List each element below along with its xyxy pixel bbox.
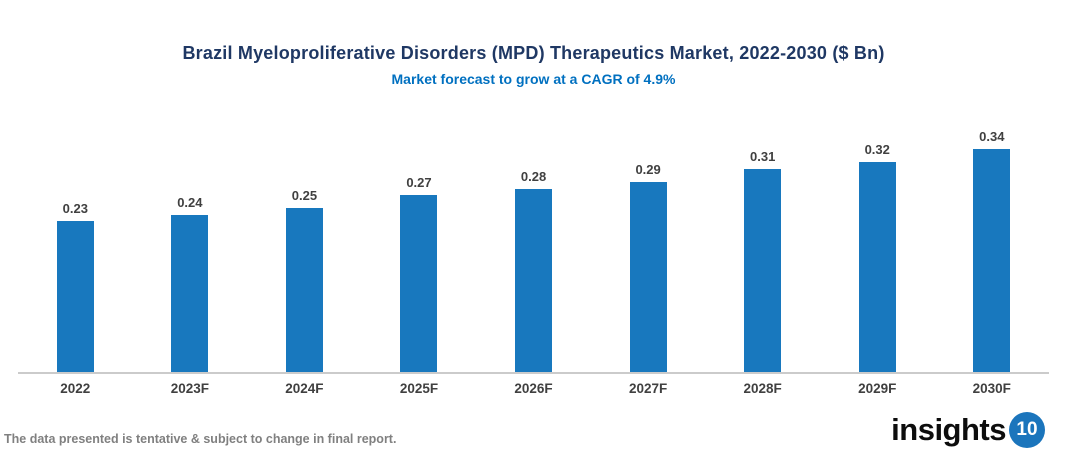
bar-column: 0.31 [705,149,820,372]
x-tick-label: 2022 [60,381,91,396]
bar [629,182,667,372]
x-axis-line [18,372,1049,374]
bars-area: 0.23 0.24 0.25 0.27 0.28 0.29 0.31 0.32 0.34 [18,88,1049,372]
x-tick-label: 2030F [972,381,1011,396]
bar-column: 0.23 [18,201,133,372]
chart-footer: The data presented is tentative & subjec… [0,400,1067,454]
footer-note: The data presented is tentative & subjec… [4,432,397,446]
value-label: 0.28 [520,169,547,184]
bar-column: 0.28 [476,169,591,372]
bar-column: 0.27 [362,175,477,372]
x-tick-label: 2026F [514,381,553,396]
chart-subtitle: Market forecast to grow at a CAGR of 4.9… [391,71,676,87]
chart-header: Brazil Myeloproliferative Disorders (MPD… [0,0,1067,88]
bar [56,221,94,372]
value-label: 0.24 [177,195,203,210]
chart-title: Brazil Myeloproliferative Disorders (MPD… [182,43,885,63]
insights10-logo: insights 10 [891,412,1045,448]
bar-column: 0.24 [133,195,248,372]
bar [400,195,438,372]
bar [973,149,1011,372]
bar [515,189,553,372]
value-label: 0.34 [979,129,1005,144]
x-tick-label: 2024F [285,381,324,396]
bar-column: 0.25 [247,188,362,372]
bar-chart: 0.23 0.24 0.25 0.27 0.28 0.29 0.31 0.32 0.34 202… [18,88,1049,396]
x-tick-label: 2023F [170,381,209,396]
bar-column: 0.34 [935,129,1050,372]
bar-column: 0.32 [820,142,935,372]
logo-text: insights [891,412,1006,447]
value-label: 0.25 [291,188,318,203]
bar [858,162,896,372]
value-label: 0.31 [750,149,776,164]
x-tick-label: 2027F [628,381,668,396]
x-tick-label: 2025F [399,381,439,396]
x-tick-label: 2028F [743,381,782,396]
bar-column: 0.29 [591,162,706,372]
value-label: 0.29 [635,162,661,177]
x-tick-label: 2029F [858,381,897,396]
bar [285,208,323,372]
x-axis-labels: 2022 2023F 2024F 2025F 2026F 2027F 2028F 2029F 2… [18,381,1049,396]
bar [744,169,782,372]
value-label: 0.23 [62,201,88,216]
value-label: 0.27 [406,175,432,190]
bar [171,215,209,372]
logo-badge: 10 [1009,412,1045,448]
value-label: 0.32 [864,142,890,157]
